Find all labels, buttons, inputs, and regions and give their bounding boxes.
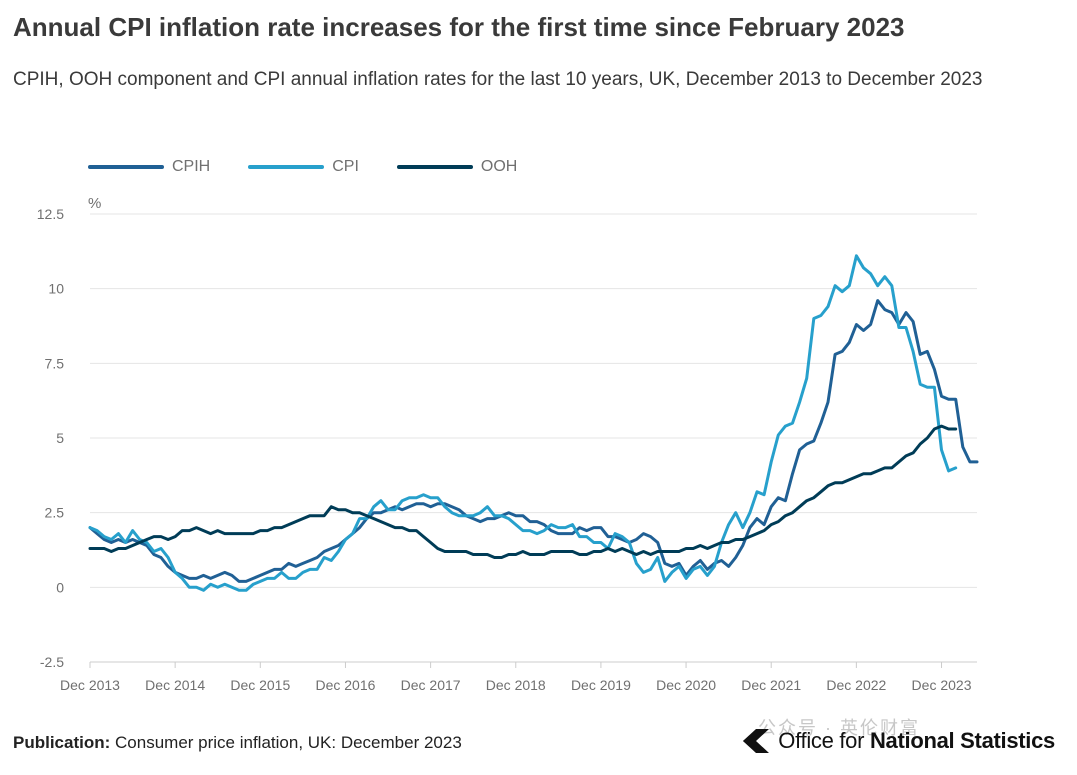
legend-item-cpih[interactable]: CPIH [88,158,210,176]
publication-label: Publication: [13,733,111,752]
series-line-cpih [88,299,979,583]
legend-item-cpi[interactable]: CPI [248,158,359,176]
chart-title: Annual CPI inflation rate increases for … [13,12,905,42]
x-tick-label: Dec 2022 [826,677,886,693]
x-tick-label: Dec 2021 [741,677,801,693]
ons-logo: Office for National Statistics [740,726,1055,756]
ons-logo-icon [743,729,770,753]
x-tick-label: Dec 2014 [145,677,205,693]
x-tick-label: Dec 2016 [315,677,375,693]
y-tick-label: 0 [56,579,64,595]
publication-text[interactable]: Consumer price inflation, UK: December 2… [115,733,462,752]
watermark-text: 公众号 · 英伦财富 [758,718,920,738]
x-tick-label: Dec 2018 [486,677,546,693]
legend-label-cpi: CPI [332,158,359,175]
series-line-cpi [88,254,958,592]
chart-subtitle: CPIH, OOH component and CPI annual infla… [13,69,983,90]
y-tick-label: 10 [48,281,64,297]
series-line-ooh [88,424,958,559]
x-tick-label: Dec 2020 [656,677,716,693]
legend-swatch-cpih [88,165,164,169]
x-tick-label: Dec 2013 [60,677,120,693]
y-tick-label: 7.5 [45,355,65,371]
ons-logo-text: Office for National Statistics [778,728,1055,754]
x-tick-label: Dec 2023 [912,677,972,693]
chart-legend: CPIH CPI OOH [88,155,555,179]
legend-item-ooh[interactable]: OOH [396,158,518,176]
y-tick-label: 5 [56,430,64,446]
ons-logo-text-regular: Office for [778,728,870,753]
publication-note: Publication: Consumer price inflation, U… [13,733,462,753]
ons-logo-text-bold: National Statistics [869,728,1055,753]
x-tick-label: Dec 2015 [230,677,290,693]
legend-swatch-ooh [396,165,473,169]
y-tick-label: 2.5 [45,505,65,521]
x-tick-label: Dec 2017 [401,677,461,693]
legend-swatch-cpi [248,165,325,169]
x-tick-label: Dec 2019 [571,677,631,693]
y-tick-label: 12.5 [37,206,64,222]
legend-label-cpih: CPIH [172,158,211,175]
y-tick-label: -2.5 [40,654,64,670]
legend-label-ooh: OOH [480,158,518,175]
y-axis-unit-label: % [88,195,101,212]
